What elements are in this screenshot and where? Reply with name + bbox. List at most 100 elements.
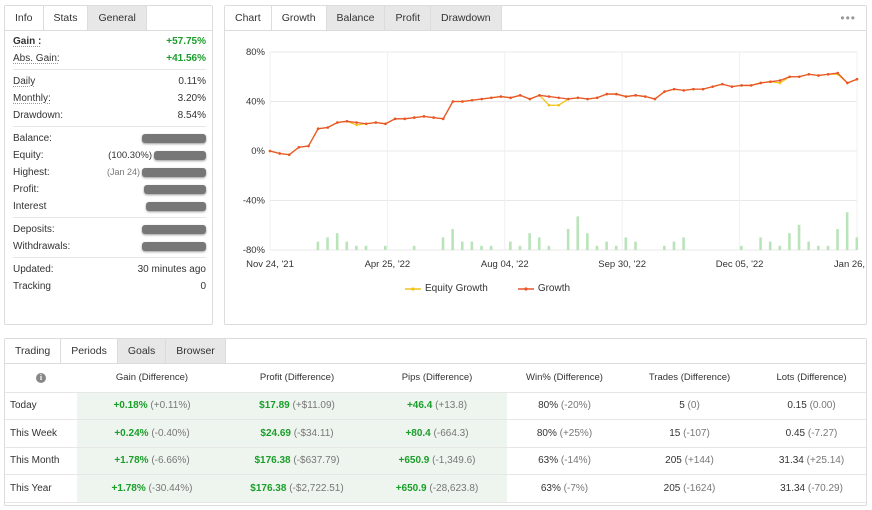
gain-d-value: (-30.44%) [148, 482, 193, 494]
tracking-row: Tracking 0 [13, 278, 206, 295]
growth-point [518, 94, 522, 97]
info-icon[interactable]: i [36, 373, 46, 384]
tab-trading[interactable]: Trading [5, 339, 62, 363]
table-cell: +1.78% (-30.44%) [77, 474, 227, 503]
updated-label: Updated: [13, 264, 54, 275]
monthly-label[interactable]: Monthly: [13, 93, 51, 104]
pips-value: +80.4 [405, 427, 431, 439]
table-header: Profit (Difference) [227, 364, 367, 393]
withdrawals-row: Withdrawals: [13, 238, 206, 255]
gain-label[interactable]: Gain : [13, 36, 42, 47]
win-d-value: (-7%) [563, 482, 589, 494]
tab-growth[interactable]: Growth [271, 6, 327, 30]
table-cell: This Year [5, 474, 77, 503]
tab-drawdown[interactable]: Drawdown [431, 6, 502, 30]
gain-value: +0.24% [114, 427, 149, 439]
y-tick-label: -40% [243, 196, 266, 207]
pips-value: +650.9 [395, 482, 427, 494]
profit-d-value: (+$11.09) [292, 400, 335, 412]
periods-table: i Gain (Difference) Profit (Difference) … [5, 364, 866, 503]
equity-growth-point [778, 81, 782, 85]
table-cell: $176.38 (-$637.79) [227, 447, 367, 475]
growth-point [393, 117, 397, 121]
tab-balance[interactable]: Balance [326, 6, 386, 30]
volume-bar [855, 237, 859, 250]
tab-info[interactable]: Info [5, 6, 44, 30]
tab-profit[interactable]: Profit [385, 6, 431, 30]
volume-bar [528, 233, 531, 250]
win-d-value: (-14%) [560, 455, 591, 467]
tab-periods[interactable]: Periods [61, 339, 118, 363]
divider [13, 69, 206, 70]
table-cell: +80.4 (-664.3) [367, 419, 507, 448]
profit-value: $176.38 [250, 482, 287, 494]
volume-bar [672, 241, 676, 250]
redacted-value [146, 201, 206, 211]
table-cell: 205 (+144) [622, 447, 757, 475]
table-row: This Year +1.78% (-30.44%) $176.38 (-$2,72… [5, 474, 866, 503]
highest-row: Highest: (Jan 24) [13, 164, 206, 181]
volume-bar [470, 241, 474, 250]
redacted-value [142, 241, 206, 251]
volume-bar [595, 245, 599, 250]
drawdown-row: Drawdown: 8.54% [13, 107, 206, 124]
volume-bar [759, 237, 762, 250]
legend-line-icon [405, 286, 421, 291]
legend-equity-growth[interactable]: Equity Growth [405, 283, 488, 294]
pips-d-value: (-1,349.6) [432, 455, 476, 467]
volume-bar [586, 233, 589, 250]
growth-point [615, 92, 618, 96]
volume-bar [778, 245, 782, 250]
profit-row: Profit: [13, 181, 206, 198]
growth-point [355, 121, 358, 124]
growth-point [374, 121, 378, 124]
volume-bar [788, 233, 791, 250]
more-options-icon[interactable]: ••• [840, 11, 856, 25]
growth-point [441, 117, 445, 121]
growth-point [470, 98, 474, 102]
tab-goals[interactable]: Goals [117, 339, 167, 363]
profit-d-value: (-$637.79) [293, 455, 340, 467]
tab-general[interactable]: General [88, 6, 147, 30]
table-cell: $176.38 (-$2,722.51) [227, 474, 367, 503]
period-value: This Year [10, 482, 52, 494]
volume-bar [509, 241, 512, 250]
growth-point [499, 95, 503, 98]
trades-d-value: (0) [687, 400, 700, 412]
info-tabs: Info Stats General [5, 6, 212, 31]
table-cell: 0.15 (0.00) [757, 392, 866, 420]
growth-point [749, 84, 753, 87]
volume-bar [537, 237, 541, 250]
divider [13, 126, 206, 127]
abs-gain-row: Abs. Gain: +41.56% [13, 50, 206, 67]
tab-browser[interactable]: Browser [166, 339, 226, 363]
volume-bar [566, 229, 570, 250]
trades-d-value: (+144) [684, 455, 714, 467]
volume-bar [605, 241, 608, 250]
divider [13, 217, 206, 218]
table-cell: 15 (-107) [622, 419, 757, 448]
trades-value: 15 [669, 427, 681, 439]
x-tick-label: Sep 30, '22 [598, 259, 646, 270]
growth-point [509, 96, 512, 100]
x-tick-label: Jan 26, '23 [834, 259, 866, 270]
volume-bar [518, 245, 522, 250]
pips-d-value: (-28,623.8) [429, 482, 479, 494]
growth-point [576, 96, 580, 100]
trades-d-value: (-107) [683, 427, 710, 439]
gain-d-value: (-6.66%) [151, 455, 190, 467]
growth-point [538, 94, 541, 97]
volume-bar [480, 245, 483, 250]
table-header: Pips (Difference) [367, 364, 507, 393]
legend-growth[interactable]: Growth [517, 283, 570, 294]
tab-stats[interactable]: Stats [43, 6, 89, 30]
growth-point [316, 127, 320, 131]
periods-table-body: Today +0.18% (+0.11%) $17.89 (+$11.09) +46.… [5, 392, 866, 503]
daily-label[interactable]: Daily [13, 76, 36, 87]
abs-gain-label[interactable]: Abs. Gain: [13, 53, 60, 64]
growth-point [740, 84, 743, 87]
tab-chart[interactable]: Chart [225, 6, 272, 30]
equity-growth-point [355, 123, 358, 127]
gain-value: +57.75% [166, 36, 206, 47]
redacted-value [142, 224, 206, 234]
